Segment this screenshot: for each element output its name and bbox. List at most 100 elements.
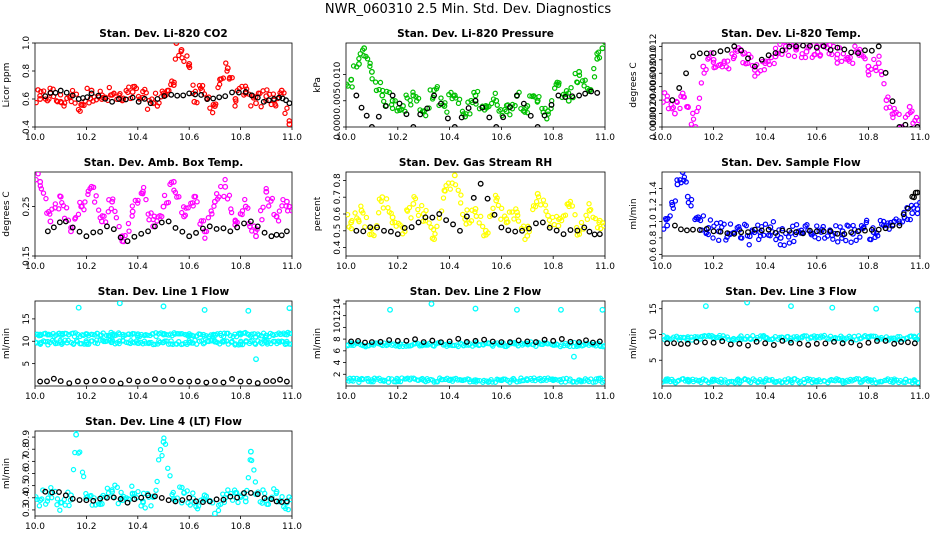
y-tick-label: 0.010 bbox=[333, 61, 343, 87]
flagged-point bbox=[446, 338, 453, 345]
x-tick-label: 10.8 bbox=[231, 262, 251, 272]
chart-panel: Stan. Dev. Line 4 (LT) Flow ml/min 10.0 10.… bbox=[2, 416, 302, 532]
flagged-point-interp bbox=[481, 336, 488, 343]
flagged-point-interp bbox=[172, 225, 179, 231]
data-point-density bbox=[209, 109, 216, 116]
flagged-point-interp bbox=[696, 227, 703, 233]
flagged-point-interp bbox=[753, 338, 760, 345]
data-point bbox=[37, 497, 44, 504]
data-point-density bbox=[181, 58, 187, 65]
plot-area bbox=[35, 301, 292, 386]
flagged-point-interp bbox=[381, 227, 387, 234]
x-tick-label: 10.4 bbox=[755, 392, 775, 402]
data-point bbox=[891, 377, 898, 384]
flagged-point-interp bbox=[822, 340, 829, 347]
data-point bbox=[263, 339, 270, 346]
flagged-point-interp bbox=[69, 92, 76, 99]
data-point-density bbox=[488, 100, 495, 107]
data-point-density bbox=[386, 375, 392, 382]
data-point bbox=[232, 218, 239, 225]
flagged-point bbox=[374, 224, 381, 231]
data-point-density bbox=[259, 500, 265, 506]
flagged-point-interp bbox=[254, 380, 261, 386]
data-point bbox=[57, 98, 64, 105]
flagged-point-interp bbox=[158, 219, 165, 226]
data-point-density bbox=[150, 330, 156, 337]
data-point-density bbox=[751, 229, 758, 236]
data-point-density bbox=[226, 192, 233, 199]
data-point-density bbox=[723, 237, 729, 243]
y-axis-label: degrees C bbox=[2, 191, 12, 236]
flagged-point-interp bbox=[213, 496, 220, 503]
flagged-point-interp bbox=[738, 47, 745, 54]
data-point-density bbox=[871, 56, 877, 63]
y-tick-label: 0.010 bbox=[649, 47, 659, 73]
data-point bbox=[109, 198, 116, 205]
data-point-density bbox=[412, 340, 418, 346]
data-point-density bbox=[172, 56, 179, 62]
data-point-density bbox=[762, 221, 769, 227]
flagged-point-interp bbox=[779, 227, 786, 234]
flagged-point-interp bbox=[424, 105, 431, 112]
data-point bbox=[173, 43, 180, 46]
data-point bbox=[245, 307, 252, 314]
data-point-density bbox=[524, 109, 531, 116]
data-point-density bbox=[695, 104, 702, 111]
flagged-point bbox=[124, 238, 131, 245]
flagged-point-interp bbox=[455, 335, 462, 342]
flagged-point-interp bbox=[235, 89, 242, 96]
y-tick-label: 5 bbox=[649, 357, 659, 363]
data-point-density bbox=[82, 199, 88, 205]
flagged-point-interp bbox=[591, 231, 598, 238]
data-point-density bbox=[748, 379, 754, 386]
data-point-density bbox=[909, 108, 915, 114]
flagged-point bbox=[793, 43, 800, 50]
data-point-density bbox=[95, 207, 102, 213]
data-point-density bbox=[914, 210, 920, 217]
flagged-point bbox=[129, 94, 136, 101]
flagged-point bbox=[160, 378, 167, 385]
flagged-point-interp bbox=[403, 111, 410, 118]
y-tick-label: 0.6 bbox=[649, 247, 659, 262]
flagged-point bbox=[813, 228, 820, 235]
x-tick-label: 10.0 bbox=[25, 133, 45, 143]
data-point-density bbox=[143, 340, 149, 346]
flagged-point-interp bbox=[562, 94, 569, 100]
data-point-density bbox=[159, 452, 165, 459]
x-tick-label: 10.4 bbox=[128, 133, 148, 143]
x-tick-label: 10.0 bbox=[336, 262, 356, 272]
flagged-point-interp bbox=[172, 498, 179, 505]
data-point-density bbox=[184, 53, 190, 59]
data-point bbox=[368, 341, 375, 348]
data-point bbox=[788, 303, 794, 310]
data-point-density bbox=[434, 379, 441, 385]
x-tick-label: 10.6 bbox=[179, 522, 199, 532]
data-point-density bbox=[472, 209, 478, 215]
flagged-point-interp bbox=[169, 376, 176, 383]
flagged-point-interp bbox=[246, 378, 253, 385]
data-point-density bbox=[264, 87, 270, 93]
flagged-point-interp bbox=[151, 493, 158, 500]
flagged-point-interp bbox=[786, 43, 793, 50]
y-tick-label: 0.000 bbox=[333, 114, 343, 140]
flagged-point-interp bbox=[254, 94, 261, 101]
data-point-density bbox=[165, 199, 172, 206]
data-point-density bbox=[543, 208, 549, 214]
plot-area bbox=[35, 43, 292, 127]
data-point-density bbox=[777, 43, 783, 48]
flagged-point bbox=[684, 340, 691, 347]
data-point-density bbox=[356, 218, 362, 225]
data-point bbox=[472, 305, 479, 312]
data-point-density bbox=[218, 183, 224, 190]
flagged-point bbox=[751, 63, 758, 70]
flagged-point-interp bbox=[489, 338, 496, 345]
data-point bbox=[78, 101, 85, 108]
data-point-density bbox=[40, 88, 47, 94]
data-point bbox=[803, 48, 810, 55]
data-point-density bbox=[348, 225, 354, 232]
data-point-density bbox=[380, 377, 386, 383]
data-point bbox=[534, 97, 541, 104]
x-tick-label: 10.6 bbox=[179, 133, 199, 143]
flagged-point-interp bbox=[800, 43, 806, 49]
chart-panel: Stan. Dev. Line 1 Flow ml/min 10.0 10.2 10.4… bbox=[2, 286, 302, 402]
